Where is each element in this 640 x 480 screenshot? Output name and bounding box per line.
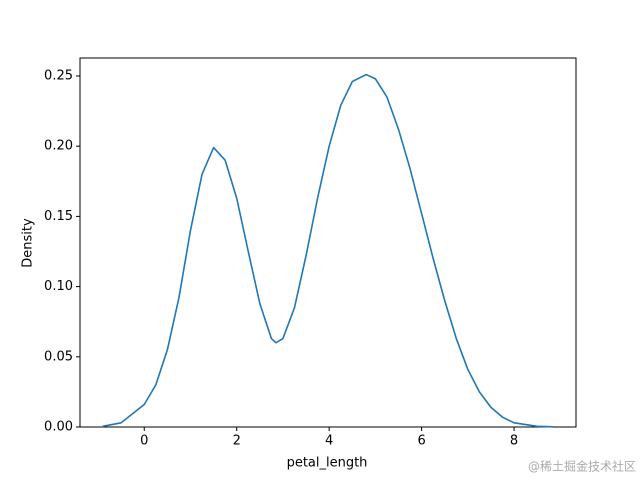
- x-tick-label: 8: [510, 434, 518, 449]
- y-tick-label: 0.10: [44, 279, 73, 294]
- x-tick-label: 0: [140, 434, 148, 449]
- x-axis-label: petal_length: [287, 456, 368, 471]
- density-line: [102, 73, 554, 428]
- y-tick-label: 0.05: [44, 349, 73, 364]
- y-tick-label: 0.15: [44, 209, 73, 224]
- x-tick-label: 2: [233, 434, 241, 449]
- y-axis-label: Density: [21, 218, 36, 268]
- axes-frame: [79, 57, 577, 428]
- y-tick-label: 0.00: [44, 420, 73, 435]
- x-tick-label: 6: [417, 434, 425, 449]
- y-tick-label: 0.25: [44, 68, 73, 83]
- watermark: @稀土掘金技术社区: [528, 459, 636, 474]
- x-tick-label: 4: [325, 434, 333, 449]
- y-tick-label: 0.20: [44, 139, 73, 154]
